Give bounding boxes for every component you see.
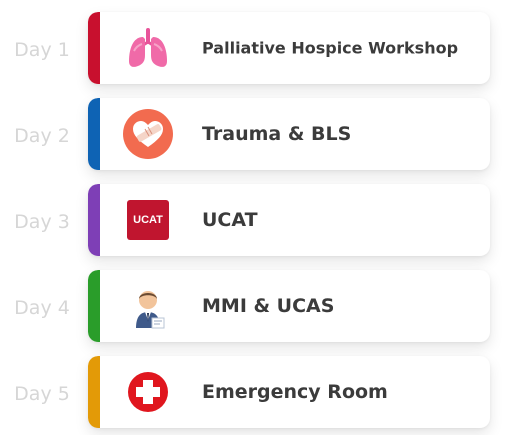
schedule-item-day-4[interactable]: Day 4 MMI & UCAS (0, 270, 512, 346)
schedule-item-day-1[interactable]: Day 1 Palliative Hospice Workshop (0, 12, 512, 88)
session-title: Emergency Room (202, 381, 388, 403)
lungs-icon (122, 22, 174, 74)
day-label: Day 3 (14, 211, 70, 233)
ucat-logo-icon: UCAT (122, 194, 174, 246)
accent-bar (88, 270, 100, 342)
session-title: Trauma & BLS (202, 123, 352, 145)
day-label: Day 5 (14, 383, 70, 405)
accent-bar (88, 98, 100, 170)
session-card[interactable]: Trauma & BLS (88, 98, 490, 170)
schedule-item-day-5[interactable]: Day 5 Emergency Room (0, 356, 512, 432)
schedule-item-day-3[interactable]: Day 3 UCAT UCAT (0, 184, 512, 260)
bandaged-heart-icon (122, 108, 174, 160)
session-title: Palliative Hospice Workshop (202, 38, 459, 58)
session-card[interactable]: UCAT UCAT (88, 184, 490, 256)
schedule-item-day-2[interactable]: Day 2 Trauma & BLS (0, 98, 512, 174)
accent-bar (88, 184, 100, 256)
day-label: Day 2 (14, 125, 70, 147)
accent-bar (88, 12, 100, 84)
session-card[interactable]: Emergency Room (88, 356, 490, 428)
accent-bar (88, 356, 100, 428)
session-card[interactable]: Palliative Hospice Workshop (88, 12, 490, 84)
session-title: MMI & UCAS (202, 295, 335, 317)
day-label: Day 1 (14, 39, 70, 61)
interviewer-icon (122, 280, 174, 332)
day-label: Day 4 (14, 297, 70, 319)
session-card[interactable]: MMI & UCAS (88, 270, 490, 342)
session-title: UCAT (202, 209, 258, 231)
medical-cross-icon (122, 366, 174, 418)
